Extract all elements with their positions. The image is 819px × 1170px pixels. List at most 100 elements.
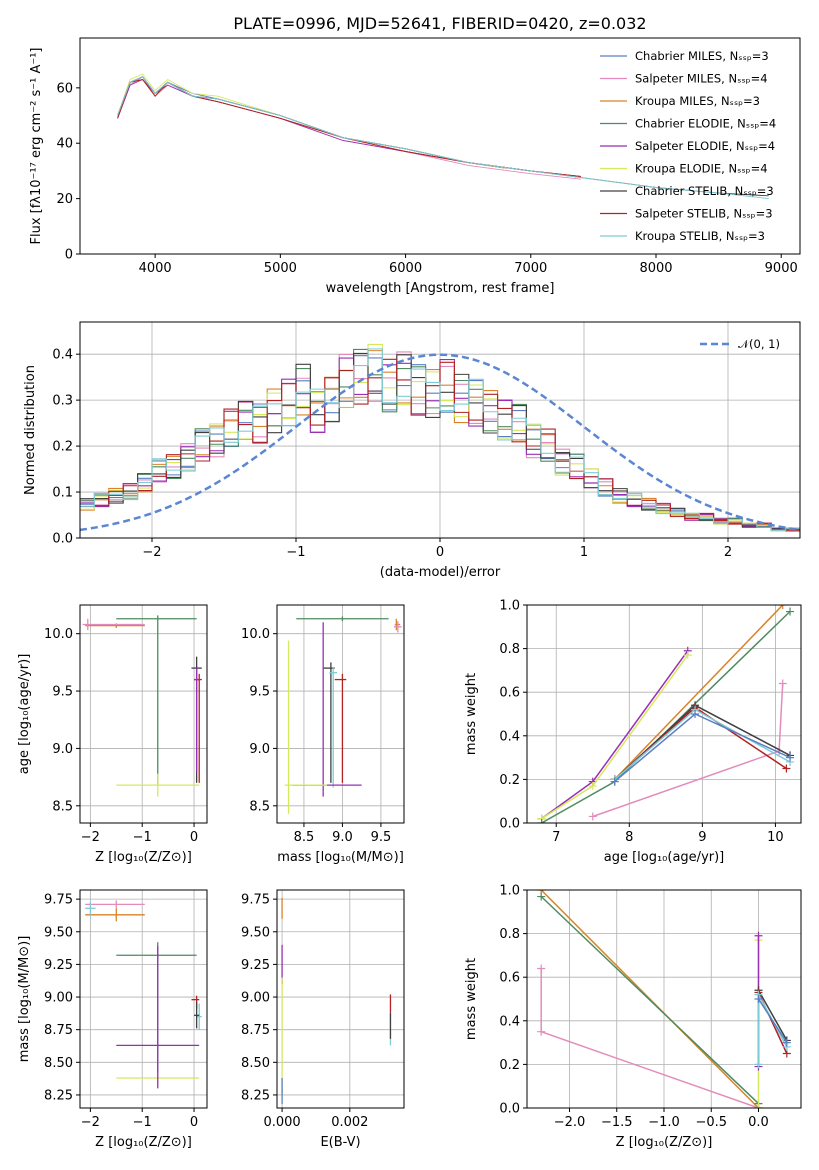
y-tick-label: 0.0 bbox=[499, 1102, 520, 1117]
data-point bbox=[754, 1060, 763, 1069]
series-line-5 bbox=[117, 73, 506, 169]
error-bar-8 bbox=[194, 1002, 200, 1029]
data-point bbox=[782, 1038, 791, 1047]
legend-label-4: Salpeter ELODIE, Nₛₛₚ=4 bbox=[635, 139, 775, 153]
y-tick-label: 9.25 bbox=[44, 958, 73, 973]
data-point bbox=[610, 777, 619, 786]
plot-area bbox=[281, 897, 392, 1105]
axis-frame bbox=[79, 889, 208, 1109]
y-tick-label: 0.3 bbox=[52, 394, 73, 409]
x-tick-label: −1.0 bbox=[648, 1115, 680, 1130]
panel-massweight-vs-Z: −2.0 −1.5 −1.0 −0.5 0.0 0.0 0.2 0.4 0.6 0.8 1.0 Z [… bbox=[464, 884, 802, 1150]
y-axis-label: mass [log₁₀(M/M⊙)] bbox=[17, 936, 32, 1063]
y-tick-label: 0.0 bbox=[52, 532, 73, 547]
histogram-7 bbox=[80, 358, 800, 532]
y-tick-label: 10.0 bbox=[241, 627, 270, 642]
grid-lines bbox=[277, 890, 404, 1108]
x-tick-label: 9.0 bbox=[332, 830, 353, 845]
data-point bbox=[778, 679, 787, 688]
error-bar-7 bbox=[196, 1003, 202, 1030]
error-bar-5 bbox=[334, 673, 347, 783]
plot-area bbox=[537, 890, 791, 1108]
data-point bbox=[537, 964, 546, 973]
y-tick-label: 20 bbox=[56, 192, 73, 207]
x-tick-label: 0.0 bbox=[748, 1115, 769, 1130]
plot-area bbox=[80, 343, 800, 532]
data-point bbox=[588, 781, 597, 790]
grid-lines bbox=[80, 605, 207, 823]
histogram-8 bbox=[80, 348, 800, 531]
x-axis-label: E(B-V) bbox=[320, 1135, 360, 1150]
y-tick-label: 0.2 bbox=[499, 1058, 520, 1073]
y-tick-label: 0 bbox=[65, 248, 73, 263]
x-tick-label: 0.002 bbox=[331, 1115, 368, 1130]
data-point bbox=[691, 710, 700, 718]
data-point bbox=[778, 605, 787, 609]
data-point bbox=[683, 651, 692, 660]
x-axis-label: wavelength [Angstrom, rest frame] bbox=[326, 281, 555, 296]
y-tick-label: 9.00 bbox=[241, 991, 270, 1006]
x-tick-label: 7000 bbox=[514, 261, 547, 276]
y-tick-label: 8.75 bbox=[241, 1023, 270, 1038]
data-point bbox=[786, 753, 795, 762]
y-axis-label: age [log₁₀(age/yr)] bbox=[17, 654, 32, 775]
plot-area bbox=[537, 605, 795, 823]
y-tick-label: 8.50 bbox=[44, 1056, 73, 1071]
grid-lines bbox=[277, 605, 404, 823]
y-tick-label: 0.1 bbox=[52, 486, 73, 501]
y-tick-label: 8.75 bbox=[44, 1023, 73, 1038]
x-tick-label: −2.0 bbox=[554, 1115, 586, 1130]
legend-gaussian-label: 𝒩(0, 1) bbox=[738, 337, 780, 351]
x-tick-label: 0 bbox=[190, 1115, 198, 1130]
x-axis-label: Z [log₁₀(Z/Z⊙)] bbox=[95, 1135, 192, 1150]
x-tick-label: −2 bbox=[142, 545, 161, 560]
legend-label-7: Salpeter STELIB, Nₛₛₚ=3 bbox=[635, 207, 773, 221]
y-tick-label: 9.75 bbox=[44, 893, 73, 908]
y-tick-label: 9.0 bbox=[52, 742, 73, 757]
error-bar-1 bbox=[85, 908, 145, 922]
gaussian-curve bbox=[80, 353, 800, 532]
grid-lines bbox=[527, 604, 801, 824]
axis-frame bbox=[526, 604, 802, 824]
axis-frame bbox=[276, 889, 405, 1109]
y-tick-label: 9.25 bbox=[241, 958, 270, 973]
x-tick-label: 8000 bbox=[639, 261, 672, 276]
y-tick-label: 9.50 bbox=[44, 925, 73, 940]
x-axis-label: Z [log₁₀(Z/Z⊙)] bbox=[95, 850, 192, 865]
y-tick-label: 0.6 bbox=[499, 686, 520, 701]
panel-residuals: 𝒩(0, 1) −2 −1 0 1 2 0.0 0.1 0.2 0.3 0.4 (data-model… bbox=[23, 321, 801, 580]
series-line-0 bbox=[117, 76, 581, 177]
error-bar-3 bbox=[116, 942, 197, 1073]
error-bar-6 bbox=[194, 668, 200, 772]
y-tick-label: 60 bbox=[56, 81, 73, 96]
axis-frame bbox=[79, 604, 208, 824]
y-tick-label: 0.8 bbox=[499, 927, 520, 942]
x-axis-label: age [log₁₀(age/yr)] bbox=[604, 850, 725, 865]
series-line-2 bbox=[614, 605, 784, 780]
legend-label-1: Salpeter MILES, Nₛₛₚ=4 bbox=[635, 72, 768, 86]
series-line-3 bbox=[117, 76, 506, 169]
y-tick-label: 9.00 bbox=[44, 991, 73, 1006]
x-tick-label: 9.5 bbox=[371, 830, 392, 845]
series-line-8 bbox=[117, 76, 769, 200]
error-bar-2 bbox=[116, 615, 197, 786]
y-tick-label: 8.50 bbox=[241, 1056, 270, 1071]
error-bar-1 bbox=[82, 618, 145, 631]
series-line-5 bbox=[757, 989, 788, 1041]
x-tick-label: −2 bbox=[81, 1115, 100, 1130]
y-tick-label: 40 bbox=[56, 137, 73, 152]
x-tick-label: −2 bbox=[81, 830, 100, 845]
x-tick-label: −1 bbox=[133, 1115, 152, 1130]
series-line-8 bbox=[757, 998, 788, 1044]
series-line-1 bbox=[117, 76, 581, 180]
plot-area bbox=[85, 900, 202, 1089]
x-tick-label: −1 bbox=[133, 830, 152, 845]
y-tick-label: 0.4 bbox=[499, 729, 520, 744]
x-tick-label: 2 bbox=[724, 545, 732, 560]
y-tick-label: 8.5 bbox=[52, 799, 73, 814]
x-axis-label: mass [log₁₀(M/M⊙)] bbox=[277, 850, 404, 865]
data-point bbox=[537, 819, 546, 823]
x-tick-label: 1 bbox=[580, 545, 588, 560]
data-point bbox=[754, 931, 763, 940]
x-tick-label: 8.5 bbox=[294, 830, 315, 845]
